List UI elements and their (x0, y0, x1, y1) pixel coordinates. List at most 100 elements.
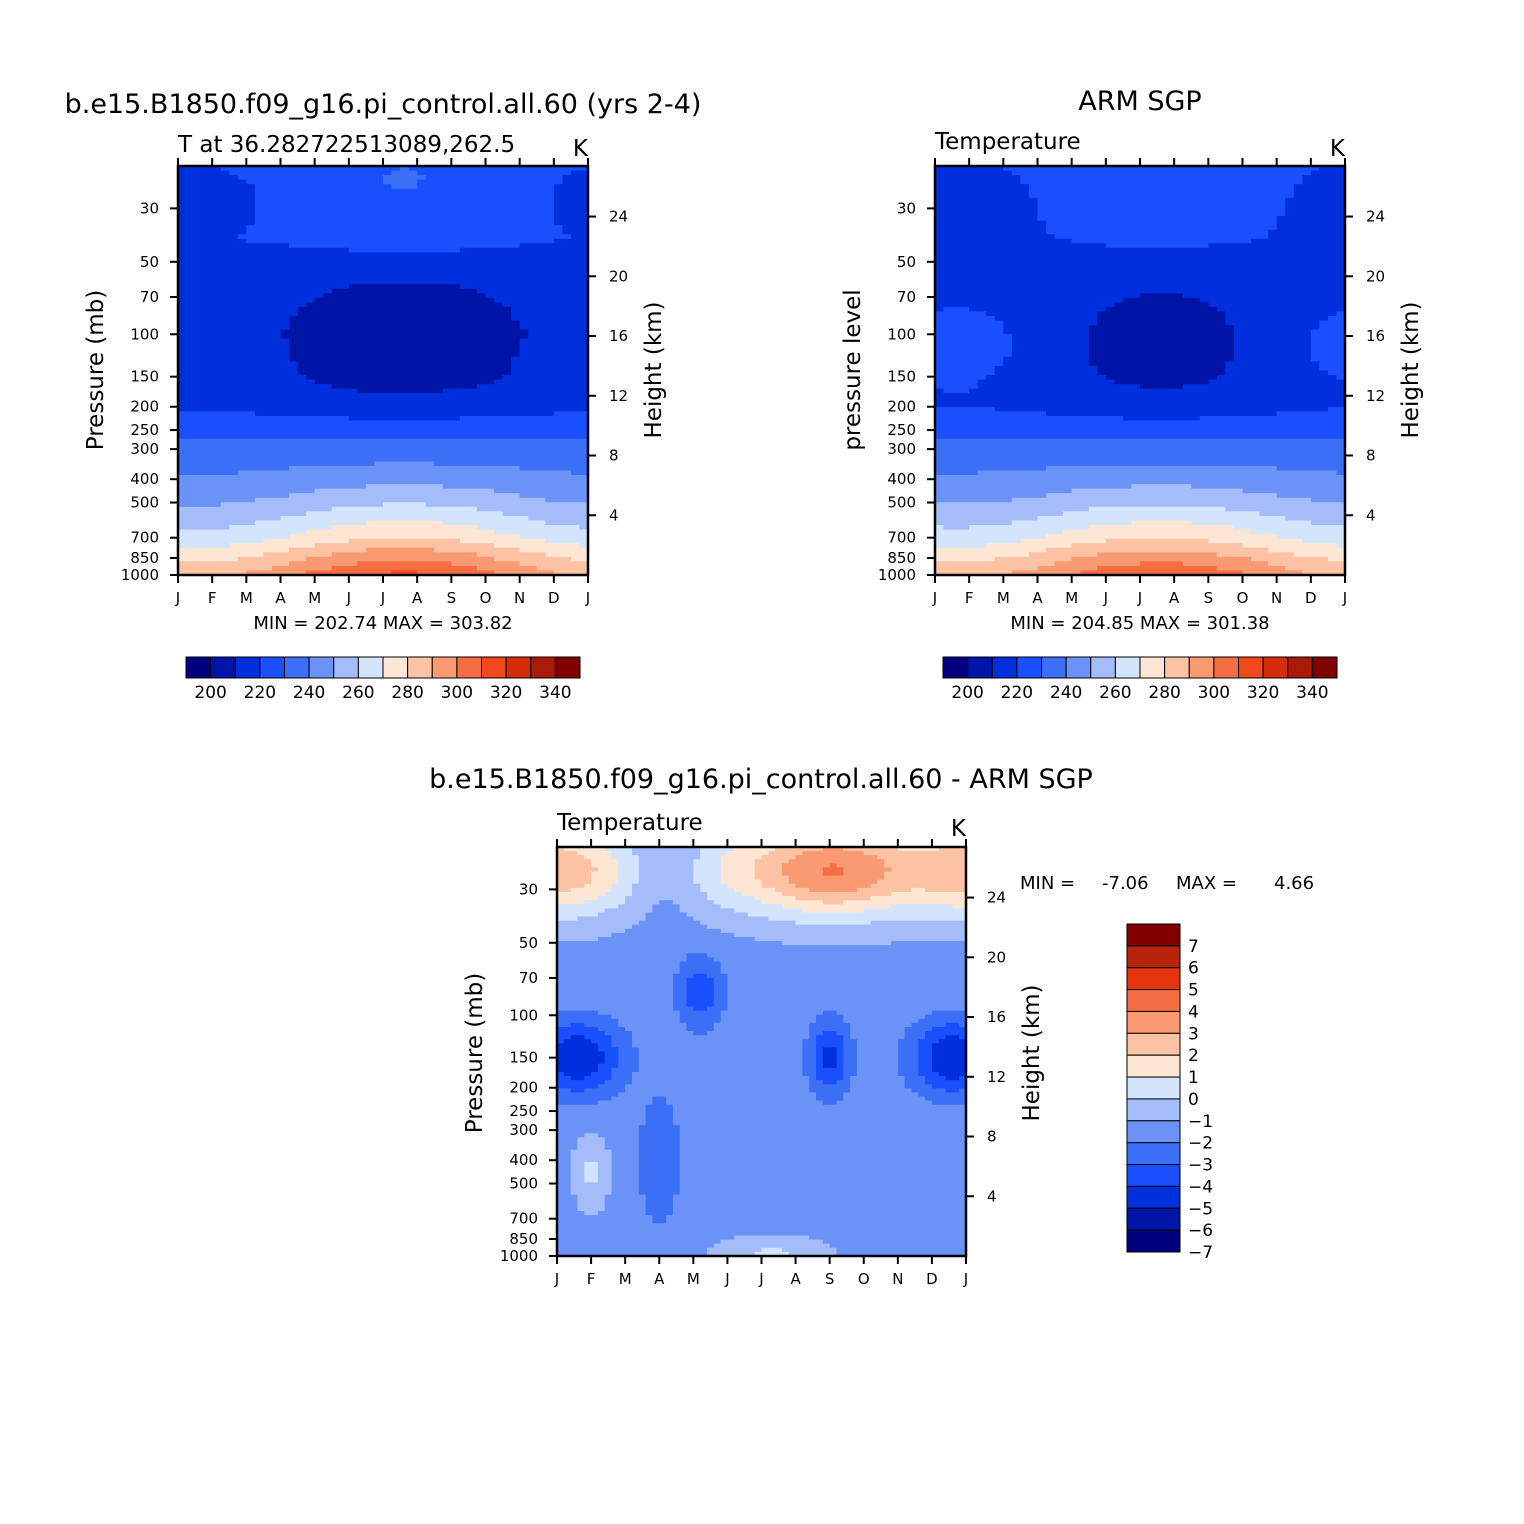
contour-cell (1046, 229, 1269, 235)
contour-cell (557, 896, 599, 901)
contour-cell (686, 998, 715, 1004)
contour-cell (1319, 361, 1346, 367)
contour-cell (734, 847, 776, 852)
contour-cell (357, 561, 452, 567)
colorbar-box (407, 656, 433, 679)
contour-cell (672, 1112, 967, 1118)
contour-cell (897, 847, 940, 852)
contour-cell (557, 1051, 606, 1057)
contour-cell (836, 1251, 967, 1257)
contour-cell (178, 225, 247, 231)
colorbar-box (1126, 1054, 1181, 1078)
contour-cell (476, 525, 581, 531)
contour-cell (679, 908, 735, 914)
contour-cell (1233, 352, 1312, 358)
contour-cell (727, 998, 967, 1004)
contour-cell (557, 1121, 647, 1126)
contour-cell (570, 470, 589, 476)
contour-cell (1268, 561, 1346, 567)
contour-cell (781, 871, 824, 877)
contour-cell (1097, 365, 1227, 372)
contour-cell (829, 1243, 967, 1249)
contour-cell (519, 338, 589, 344)
contour-cell (713, 986, 729, 991)
contour-cell (1336, 470, 1346, 476)
contour-cell (434, 547, 521, 553)
panel-diff-left-string: Temperature (556, 810, 703, 836)
contour-cell (713, 1243, 831, 1249)
colorbar-label: 5 (1188, 981, 1199, 1001)
contour-cell (577, 1206, 606, 1212)
contour-cell (918, 1063, 933, 1069)
contour-cell (246, 179, 384, 185)
contour-cell (693, 879, 722, 885)
contour-cell (1080, 570, 1244, 576)
contour-cell (237, 175, 384, 181)
x-tick-label: O (1237, 589, 1249, 607)
panel-diff-y2label: Height (km) (1019, 984, 1045, 1121)
contour-cell (314, 543, 495, 549)
contour-cell (254, 215, 555, 222)
contour-cell (618, 871, 640, 877)
contour-cell (557, 1190, 572, 1196)
contour-cell (557, 887, 572, 893)
contour-cell (686, 994, 715, 999)
contour-cell (672, 1211, 967, 1216)
contour-cell (935, 288, 1346, 294)
contour-cell (809, 1084, 851, 1089)
x-tick-label: A (1169, 589, 1180, 607)
contour-cell (935, 547, 1047, 553)
contour-cell (952, 904, 967, 909)
contour-cell (178, 529, 307, 535)
contour-cell (570, 1035, 585, 1040)
contour-cell (494, 529, 589, 535)
contour-cell (935, 493, 1047, 499)
colorbar-box (259, 656, 286, 679)
contour-cell (672, 1202, 967, 1208)
contour-cell (557, 977, 674, 983)
contour-cell (584, 1161, 599, 1167)
contour-cell (611, 851, 633, 856)
contour-cell (511, 370, 589, 376)
contour-cell (935, 202, 1039, 208)
contour-cell (178, 320, 290, 326)
contour-cell (557, 1194, 579, 1200)
contour-cell (553, 211, 589, 217)
contour-cell (720, 1010, 824, 1016)
contour-cell (604, 1198, 647, 1204)
contour-cell (822, 1080, 838, 1085)
contour-cell (1054, 561, 1141, 567)
contour-cell (557, 1174, 572, 1179)
colorbar-box (1016, 656, 1043, 679)
y-tick-label: 50 (897, 253, 916, 271)
contour-cell (935, 384, 979, 390)
contour-cell (727, 994, 967, 999)
contour-cell (652, 1100, 667, 1106)
contour-cell (229, 543, 316, 549)
contour-cell (943, 388, 970, 394)
contour-cell (597, 1067, 613, 1073)
contour-cell (935, 270, 1346, 276)
contour-cell (476, 552, 546, 558)
contour-cell (904, 1084, 933, 1089)
contour-cell (178, 202, 256, 208)
contour-cell (289, 243, 521, 249)
contour-cell (1225, 365, 1320, 372)
contour-cell (1310, 329, 1346, 335)
contour-cell (178, 465, 290, 472)
contour-cell (604, 908, 654, 914)
contour-cell (679, 1178, 967, 1183)
contour-cell (1276, 534, 1346, 540)
contour-cell (577, 1194, 606, 1200)
contour-cell (891, 904, 953, 909)
contour-cell (856, 887, 913, 893)
contour-cell (557, 908, 606, 914)
contour-cell (713, 977, 729, 983)
contour-cell (178, 166, 222, 172)
contour-cell (178, 306, 299, 313)
panel-model-title: b.e15.B1850.f09_g16.pi_control.all.60 (y… (65, 89, 702, 120)
contour-cell (1327, 315, 1346, 322)
contour-cell (935, 243, 1107, 249)
